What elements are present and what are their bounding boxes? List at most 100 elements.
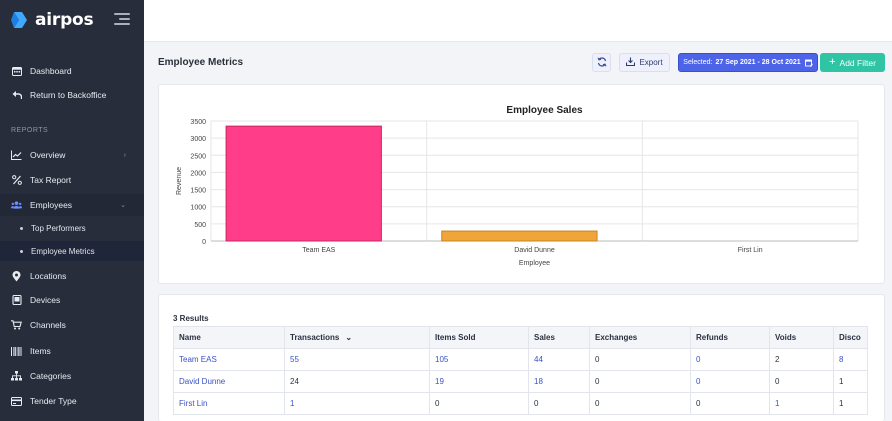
x-axis-label: Employee xyxy=(519,260,550,267)
table-row[interactable]: David Dunne 24 19 18 0 0 0 1 xyxy=(173,370,868,393)
sidebar: airpos Dashboard Return to Backoffice RE… xyxy=(0,0,144,421)
refresh-icon xyxy=(597,57,607,69)
cart-icon xyxy=(11,320,22,331)
table-header-row: Name Transactions ⌄ Items Sold Sales Exch… xyxy=(173,326,868,349)
y-axis-label: Revenue xyxy=(176,167,183,195)
column-header-sales[interactable]: Sales xyxy=(528,326,590,349)
employee-metrics-table-card: 3 Results Name Transactions ⌄ Items Sold … xyxy=(158,294,885,421)
cell-items-sold: 19 xyxy=(429,370,529,393)
sort-desc-icon[interactable]: ⌄ xyxy=(345,333,353,342)
sidebar-item-locations[interactable]: Locations xyxy=(0,265,144,287)
sidebar-item-items[interactable]: Items xyxy=(0,340,144,362)
sidebar-item-tax-report[interactable]: Tax Report xyxy=(0,169,144,191)
column-header-name[interactable]: Name xyxy=(173,326,285,349)
add-filter-button[interactable]: + Add Filter xyxy=(820,53,885,72)
bar xyxy=(225,125,382,242)
date-range-button[interactable]: Selected: 27 Sep 2021 - 28 Oct 2021 xyxy=(678,53,818,72)
sidebar-item-label: Employees xyxy=(30,200,73,210)
table-row[interactable]: Team EAS 55 105 44 0 0 2 8 xyxy=(173,348,868,371)
airpos-logo-icon xyxy=(10,10,30,30)
sidebar-item-label: Dashboard xyxy=(30,66,72,76)
bar xyxy=(441,230,598,242)
barcode-icon xyxy=(11,346,22,357)
cell-name[interactable]: First Lin xyxy=(173,392,285,415)
sidebar-item-devices[interactable]: Devices xyxy=(0,289,144,311)
column-header-label: Transactions xyxy=(290,333,340,342)
results-count: 3 Results xyxy=(173,314,209,323)
bullet-icon xyxy=(20,226,23,230)
export-button[interactable]: Export xyxy=(619,53,670,72)
y-tick-label: 3000 xyxy=(190,136,206,143)
bullet-icon xyxy=(20,249,23,253)
calendar-icon xyxy=(11,66,22,77)
sidebar-item-tender-type[interactable]: Tender Type xyxy=(0,390,144,412)
sidebar-subitem-top-performers[interactable]: Top Performers xyxy=(0,218,144,238)
cell-name[interactable]: Team EAS xyxy=(173,348,285,371)
sidebar-item-overview[interactable]: Overview › xyxy=(0,144,144,166)
cell-exchanges: 0 xyxy=(589,348,691,371)
column-header-discounts[interactable]: Disco xyxy=(833,326,868,349)
sidebar-item-categories[interactable]: Categories xyxy=(0,365,144,387)
cell-transactions: 55 xyxy=(284,348,430,371)
export-label: Export xyxy=(639,58,663,67)
menu-toggle-icon[interactable] xyxy=(114,13,130,25)
chevron-down-icon: ⌄ xyxy=(120,202,126,209)
cell-transactions: 1 xyxy=(284,392,430,415)
brand: airpos xyxy=(0,0,144,40)
location-pin-icon xyxy=(11,270,22,282)
percent-icon xyxy=(11,175,22,186)
column-header-items-sold[interactable]: Items Sold xyxy=(429,326,529,349)
y-tick-label: 1500 xyxy=(190,188,206,195)
y-tick-label: 3500 xyxy=(190,119,206,126)
sidebar-item-label: Devices xyxy=(30,295,61,305)
cell-items-sold: 0 xyxy=(429,392,529,415)
column-header-voids[interactable]: Voids xyxy=(769,326,834,349)
brand-name: airpos xyxy=(35,10,94,30)
chevron-right-icon: › xyxy=(123,151,126,159)
cell-name[interactable]: David Dunne xyxy=(173,370,285,393)
employee-sales-chart: Employee Sales 0 500 1000 1500 2000 2500 3000 35… xyxy=(176,105,859,267)
sidebar-item-label: Items xyxy=(30,346,51,356)
device-icon xyxy=(11,295,22,306)
reports-section-label: REPORTS xyxy=(11,127,49,134)
add-filter-label: Add Filter xyxy=(839,57,876,68)
sidebar-item-return-to-backoffice[interactable]: Return to Backoffice xyxy=(0,84,144,106)
cell-sales: 44 xyxy=(528,348,590,371)
column-header-refunds[interactable]: Refunds xyxy=(690,326,770,349)
users-icon xyxy=(11,200,22,211)
cell-items-sold: 105 xyxy=(429,348,529,371)
sidebar-item-channels[interactable]: Channels xyxy=(0,314,144,336)
chart-title: Employee Sales xyxy=(506,105,583,116)
sidebar-item-label: Return to Backoffice xyxy=(30,90,107,100)
sidebar-item-label: Channels xyxy=(30,320,66,330)
date-range-value: 27 Sep 2021 - 28 Oct 2021 xyxy=(715,59,801,66)
employee-metrics-table: Name Transactions ⌄ Items Sold Sales Exch… xyxy=(173,326,868,415)
y-tick-label: 2000 xyxy=(190,170,206,177)
card-icon xyxy=(11,396,22,407)
column-header-exchanges[interactable]: Exchanges xyxy=(589,326,691,349)
date-range-prefix: Selected: xyxy=(683,59,713,66)
sidebar-item-label: Overview xyxy=(30,150,66,160)
sidebar-item-employees[interactable]: Employees ⌄ xyxy=(0,194,144,216)
download-icon xyxy=(626,57,636,68)
x-tick-label: David Dunne xyxy=(514,247,555,254)
refresh-button[interactable] xyxy=(592,53,611,72)
cell-discounts: 8 xyxy=(833,348,868,371)
sidebar-subitem-label: Employee Metrics xyxy=(31,246,95,256)
y-tick-label: 2500 xyxy=(190,153,206,160)
cell-discounts: 1 xyxy=(833,370,868,393)
cell-exchanges: 0 xyxy=(589,392,691,415)
sidebar-item-dashboard[interactable]: Dashboard xyxy=(0,60,144,82)
y-tick-label: 1000 xyxy=(190,205,206,212)
cell-voids: 1 xyxy=(769,392,834,415)
cell-refunds: 0 xyxy=(690,392,770,415)
plus-icon: + xyxy=(829,56,836,68)
cell-discounts: 1 xyxy=(833,392,868,415)
cell-refunds: 0 xyxy=(690,370,770,393)
page-title: Employee Metrics xyxy=(158,57,244,68)
sidebar-subitem-label: Top Performers xyxy=(31,223,86,233)
cell-voids: 0 xyxy=(769,370,834,393)
column-header-transactions[interactable]: Transactions ⌄ xyxy=(284,326,430,349)
table-row[interactable]: First Lin 1 0 0 0 0 1 1 xyxy=(173,392,868,415)
sidebar-subitem-employee-metrics[interactable]: Employee Metrics xyxy=(0,241,144,261)
